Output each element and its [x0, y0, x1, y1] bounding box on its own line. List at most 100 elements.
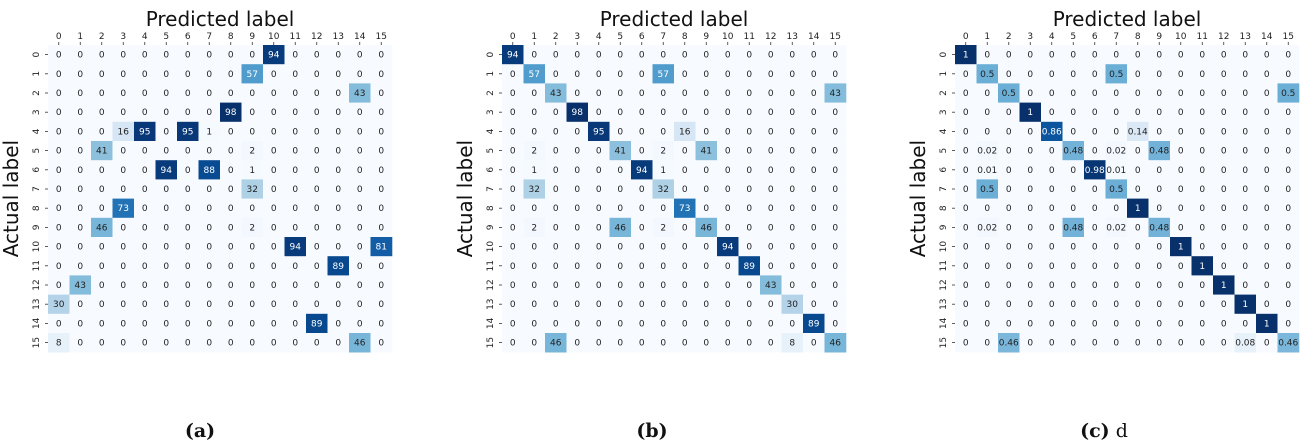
heatmap-cell: [738, 294, 761, 315]
cell-value-label: 0: [357, 51, 363, 61]
heatmap-cell: [69, 333, 92, 353]
heatmap-cell: [284, 160, 307, 180]
cell-value-label: 0: [1027, 300, 1033, 310]
heatmap-cell: [1277, 275, 1300, 295]
heatmap-cell: [198, 179, 221, 199]
y-tick-label: 12: [32, 279, 42, 290]
heatmap-cell: [631, 256, 653, 276]
cell-value-label: 0: [271, 281, 277, 291]
heatmap-cell: [1191, 313, 1214, 334]
cell-value-label: 0: [1178, 262, 1184, 272]
heatmap-cell: [760, 64, 782, 84]
x-tick-label: 9: [249, 32, 255, 42]
heatmap-cell: [306, 333, 328, 353]
cell-value-label: 0: [1027, 127, 1033, 137]
x-tick-label: 4: [596, 32, 602, 42]
heatmap-cell: [609, 313, 632, 334]
cell-value-label: 0: [789, 51, 795, 61]
cell-value-label: 0: [228, 70, 234, 80]
heatmap-cell: [1062, 198, 1085, 219]
cell-value-label: 0: [335, 204, 341, 214]
heatmap-cell: [1148, 121, 1171, 142]
cell-value-label: 0: [163, 89, 169, 99]
cell-value-label: 0: [963, 108, 969, 118]
cell-value-label: 0: [1092, 339, 1098, 349]
heatmap-cell: [1191, 275, 1214, 295]
heatmap-cell: [241, 64, 264, 84]
cell-value-label: 0: [1221, 223, 1227, 233]
cell-value-label: 73: [679, 204, 690, 214]
cell-value-label: 0: [703, 70, 709, 80]
heatmap-cell: [1234, 217, 1257, 238]
heatmap-cell: [566, 217, 589, 238]
heatmap-cell: [48, 160, 70, 180]
cell-value-label: 0: [142, 166, 148, 176]
x-tick-label: 10: [268, 32, 280, 42]
heatmap-cell: [198, 160, 221, 180]
cell-value-label: 0: [120, 51, 126, 61]
heatmap-cell: [1256, 333, 1278, 353]
cell-value-label: 0: [228, 89, 234, 99]
cell-value-label: 0: [1221, 243, 1227, 253]
heatmap-cell: [263, 102, 285, 123]
heatmap-cell: [1213, 179, 1235, 199]
cell-value-label: 0: [703, 185, 709, 195]
cell-value-label: 0: [163, 185, 169, 195]
heatmap-cell: [306, 237, 328, 257]
cell-value-label: 94: [268, 51, 280, 61]
cell-value-label: 0: [789, 70, 795, 80]
cell-value-label: 0: [574, 339, 580, 349]
heatmap-cell: [781, 237, 804, 257]
heatmap-cell: [112, 313, 135, 334]
heatmap-cell: [1041, 333, 1063, 353]
heatmap-cell: [263, 333, 285, 353]
heatmap-cell: [998, 313, 1020, 334]
cell-value-label: 0: [553, 185, 559, 195]
cell-value-label: 0: [1049, 166, 1055, 176]
heatmap-cell: [1191, 333, 1214, 353]
heatmap-cell: [241, 275, 264, 295]
heatmap-cell: [177, 64, 199, 84]
heatmap-cell: [1148, 198, 1171, 219]
cell-value-label: 0: [1285, 147, 1291, 157]
heatmap-cell: [674, 141, 696, 161]
heatmap-cell: [1170, 160, 1192, 180]
heatmap-cell: [134, 256, 156, 276]
heatmap-cell: [502, 64, 524, 84]
heatmap-cell: [674, 64, 696, 84]
heatmap-cell: [370, 294, 393, 315]
cell-value-label: 0: [77, 243, 83, 253]
cell-value-label: 0: [1049, 300, 1055, 310]
heatmap-cell: [112, 179, 135, 199]
heatmap-cell: [1019, 217, 1042, 238]
cell-value-label: 0: [378, 204, 384, 214]
cell-value-label: 0: [120, 185, 126, 195]
cell-value-label: 0: [510, 185, 516, 195]
heatmap-cell: [327, 64, 350, 84]
cell-value-label: 0: [1135, 166, 1141, 176]
cell-value-label: 0: [271, 223, 277, 233]
cell-value-label: 0: [984, 51, 990, 61]
heatmap-cell: [955, 102, 977, 123]
heatmap-cell: [48, 179, 70, 199]
cell-value-label: 0: [1113, 262, 1119, 272]
cell-value-label: 57: [247, 70, 258, 80]
cell-value-label: 0: [1049, 185, 1055, 195]
cell-value-label: 0: [1242, 185, 1248, 195]
heatmap-cell: [824, 160, 847, 180]
heatmap-cell: [284, 237, 307, 257]
heatmap-cell: [91, 179, 113, 199]
cell-value-label: 2: [249, 147, 255, 157]
heatmap-cell: [155, 45, 178, 65]
heatmap-cell: [588, 83, 610, 103]
cell-value-label: 0: [314, 204, 320, 214]
heatmap-cell: [1127, 256, 1149, 276]
cell-value-label: 89: [333, 262, 345, 272]
heatmap-cell: [523, 198, 546, 219]
heatmap-cell: [738, 179, 761, 199]
heatmap-cell: [1213, 333, 1235, 353]
heatmap-cell: [1213, 102, 1235, 123]
x-tick-label: 1: [77, 32, 83, 42]
cell-value-label: 0: [963, 243, 969, 253]
